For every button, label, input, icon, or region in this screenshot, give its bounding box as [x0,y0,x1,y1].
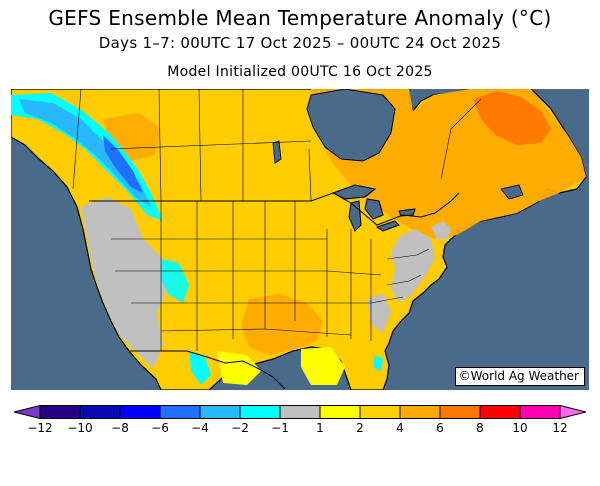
colorbar-upper-extension [559,405,586,419]
canada-us-border [89,192,460,226]
colorbar-bin [79,405,121,419]
colorbar-tick-label: 6 [436,421,444,435]
great-lake-huron [364,198,384,220]
canada-province-borders [72,89,482,202]
cool-anomaly-blue-northwest [19,99,151,207]
colorbar-bin [159,405,201,419]
colorbar-tick-label: −8 [111,421,129,435]
map-title: GEFS Ensemble Mean Temperature Anomaly (… [48,6,552,30]
colorbar-tick-label: 2 [356,421,364,435]
colorbar-tick-label: 4 [396,421,404,435]
cool-anomaly-darkblue-northwest [103,135,143,193]
colorbar-tick-label: −4 [191,421,209,435]
colorbar-lower-extension [14,405,41,419]
warm-anomaly-deep-orange [473,91,551,145]
colorbar-tick-label: 10 [512,421,528,435]
colorbar-tick-label: −1 [271,421,289,435]
colorbar [14,405,586,419]
cool-anomaly-lightblue-rockies [161,259,189,303]
colorbar-bin [479,405,521,419]
colorbar-bin [319,405,361,419]
cool-anomaly-lightblue-baja [189,351,211,385]
cool-anomaly-lightblue-northwest [11,93,163,221]
cool-anomaly-gray-northeast [431,221,451,239]
colorbar-tick-label: 1 [316,421,324,435]
lake-winnipeg [272,140,282,164]
colorbar-bin [439,405,481,419]
colorbar-bin [39,405,81,419]
colorbar-tick-label: 12 [552,421,568,435]
state-borders [111,201,430,351]
cool-anomaly-gray-west [81,197,169,369]
colorbar-tick-label: 8 [476,421,484,435]
colorbar-bin [399,405,441,419]
colorbar-bin [519,405,561,419]
forecast-period: Days 1–7: 00UTC 17 Oct 2025 – 00UTC 24 O… [98,34,502,52]
us-mexico-border [129,350,286,390]
cool-anomaly-gray-east [391,229,435,303]
great-lake-ontario [398,208,416,217]
gulf-of-st-lawrence [500,184,524,200]
colorbar-bin [279,405,321,419]
cool-anomaly-gray-southeast [367,293,391,333]
colorbar-tick-label: −12 [27,421,53,435]
model-init-time: Model Initialized 00UTC 16 Oct 2025 [167,64,433,80]
copyright-credit: ©World Ag Weather [454,367,585,386]
warm-anomaly-yellow-mexico [217,351,261,385]
great-lake-erie [375,220,400,232]
anomaly-map: ©World Ag Weather [11,89,589,390]
warm-anomaly-orange-south [241,294,323,355]
colorbar-bin [239,405,281,419]
cool-anomaly-lightblue-florida [373,355,383,371]
colorbar-tick-label: −2 [231,421,249,435]
warm-anomaly-yellow-gulf [301,347,345,385]
hudson-bay [306,89,396,162]
colorbar-bin [119,405,161,419]
colorbar-tick-label: −10 [67,421,93,435]
colorbar-bin [199,405,241,419]
colorbar-bin [359,405,401,419]
colorbar-tick-label: −6 [151,421,169,435]
